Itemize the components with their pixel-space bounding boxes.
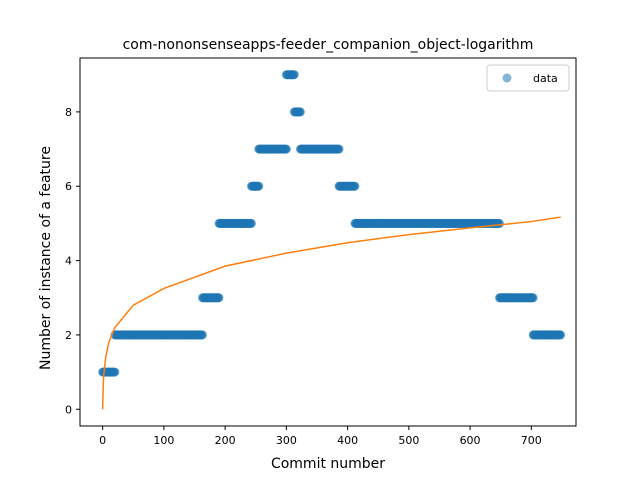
chart-title: com-nononsenseapps-feeder_companion_obje… (123, 37, 534, 53)
data-point (214, 293, 224, 303)
y-tick-label: 8 (65, 106, 72, 119)
x-tick-label: 300 (276, 434, 297, 447)
plot-area (98, 70, 566, 410)
data-point (494, 218, 504, 228)
data-point (110, 367, 120, 377)
data-point (350, 181, 360, 191)
x-tick-label: 0 (99, 434, 106, 447)
data-point (334, 144, 344, 154)
x-tick-label: 600 (460, 434, 481, 447)
x-tick-label: 100 (153, 434, 174, 447)
legend: data (486, 64, 570, 92)
y-tick-label: 0 (65, 403, 72, 416)
legend-label: data (533, 72, 558, 85)
fit-line (101, 216, 561, 410)
data-point (295, 107, 305, 117)
data-point (528, 293, 538, 303)
data-point (254, 181, 264, 191)
y-tick-label: 6 (65, 180, 72, 193)
x-axis-label: Commit number (271, 456, 385, 472)
x-tick-label: 500 (398, 434, 419, 447)
legend-box (486, 64, 570, 92)
axes-frame (79, 57, 577, 427)
data-point (246, 218, 256, 228)
x-tick-label: 400 (337, 434, 358, 447)
data-point (281, 144, 291, 154)
x-tick-label: 200 (215, 434, 236, 447)
axes: 0 100 200 300 400 500 600 700 0 2 4 6 8 (65, 57, 577, 447)
y-tick-label: 2 (65, 329, 72, 342)
y-tick-label: 4 (65, 255, 72, 268)
y-axis-label: Number of instance of a feature (38, 146, 54, 370)
legend-marker (502, 73, 512, 83)
data-point (556, 330, 566, 340)
data-point (289, 70, 299, 80)
data-point (197, 330, 207, 340)
x-tick-label: 700 (521, 434, 542, 447)
